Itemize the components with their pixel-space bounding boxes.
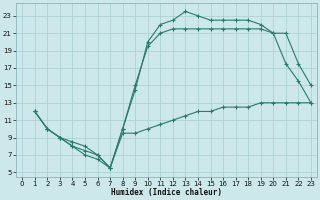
X-axis label: Humidex (Indice chaleur): Humidex (Indice chaleur): [111, 188, 222, 197]
